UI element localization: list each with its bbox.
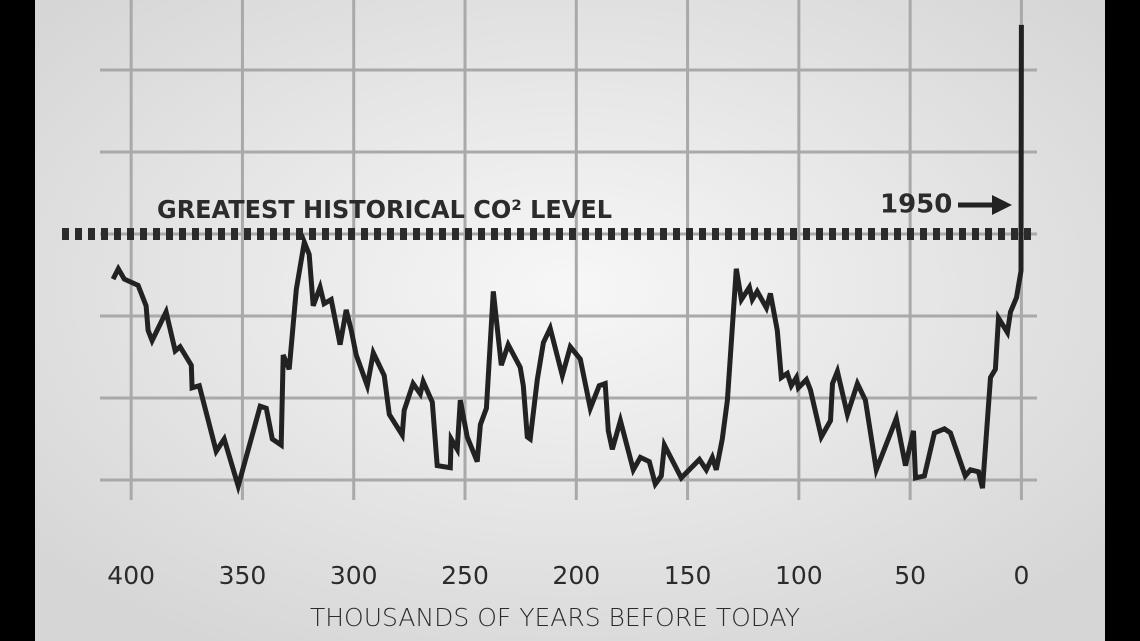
arrow-head (992, 195, 1012, 215)
x-tick-label: 250 (441, 561, 489, 590)
x-tick-label: 300 (330, 561, 378, 590)
x-tick-label: 400 (107, 561, 155, 590)
x-tick-label: 200 (552, 561, 600, 590)
x-tick-label: 0 (1013, 561, 1029, 590)
x-tick-label: 50 (894, 561, 926, 590)
x-tick-label: 150 (664, 561, 712, 590)
x-tick-label: 100 (775, 561, 823, 590)
data-line (110, 24, 1024, 496)
panel (35, 0, 1105, 641)
arrow (958, 195, 1012, 215)
x-tick-label: 350 (219, 561, 267, 590)
x-axis-label: THOUSANDS OF YEARS BEFORE TODAY (310, 603, 800, 632)
annotation: 1950 (880, 190, 952, 220)
reference-label: GREATEST HISTORICAL CO² LEVEL (157, 195, 612, 224)
